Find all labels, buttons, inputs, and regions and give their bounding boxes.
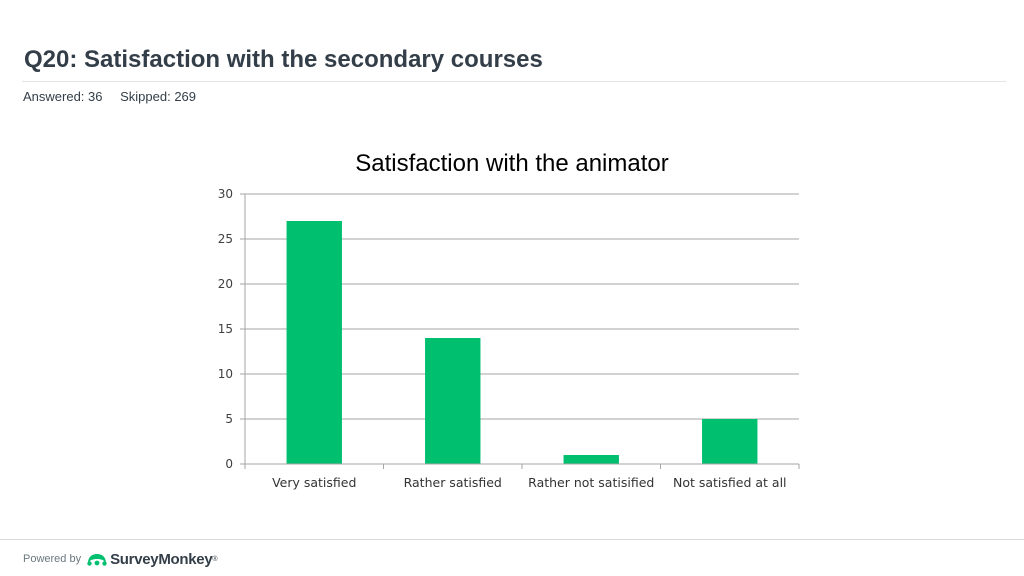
x-category-label: Very satisfied (272, 475, 356, 490)
brand-name: SurveyMonkey (110, 550, 213, 568)
y-tick-label: 15 (218, 322, 233, 336)
footer: Powered by SurveyMonkey ® (23, 548, 218, 570)
bar (702, 419, 758, 464)
trademark-symbol: ® (212, 555, 218, 563)
bar (563, 455, 619, 464)
y-tick-label: 10 (218, 367, 233, 381)
x-category-label: Not satisfied at all (673, 475, 787, 490)
x-category-label: Rather not satisified (528, 475, 654, 490)
powered-by-label: Powered by (23, 553, 82, 565)
y-tick-label: 20 (218, 277, 233, 291)
y-tick-label: 30 (218, 187, 233, 201)
response-stats: Answered: 36 Skipped: 269 (23, 89, 210, 104)
bar (286, 221, 342, 464)
y-tick-label: 5 (225, 412, 233, 426)
chart-bars (286, 221, 758, 464)
bar-chart: Satisfaction with the animator 0 5 10 15 20 2… (218, 150, 800, 490)
page-title: Q20: Satisfaction with the secondary cou… (24, 46, 543, 73)
y-tick-label: 0 (225, 457, 233, 471)
answered-count: Answered: 36 (23, 89, 103, 104)
bar (425, 338, 481, 464)
chart-title: Satisfaction with the animator (355, 150, 669, 177)
chart-axes: 0 5 10 15 20 25 30 Very satisfied Rather satisfi… (218, 187, 800, 490)
skipped-count: Skipped: 269 (120, 89, 197, 104)
surveymonkey-logo-icon (87, 554, 107, 566)
x-category-label: Rather satisfied (404, 475, 502, 490)
footer-divider (0, 539, 1024, 540)
y-tick-label: 25 (218, 232, 233, 246)
title-divider (22, 81, 1006, 82)
